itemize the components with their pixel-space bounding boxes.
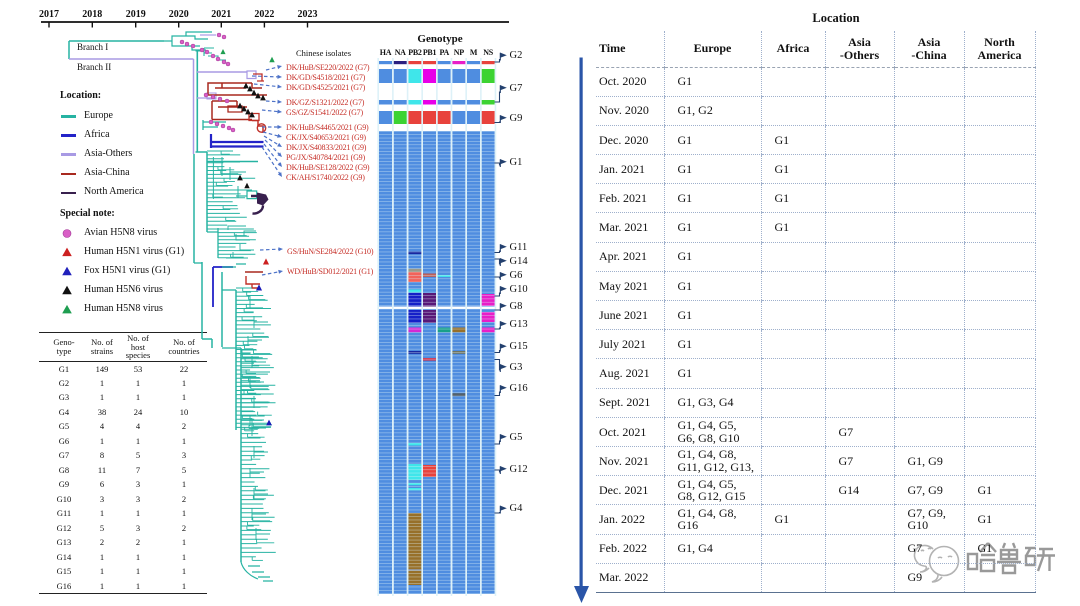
svg-text:Location: Location (812, 11, 859, 25)
